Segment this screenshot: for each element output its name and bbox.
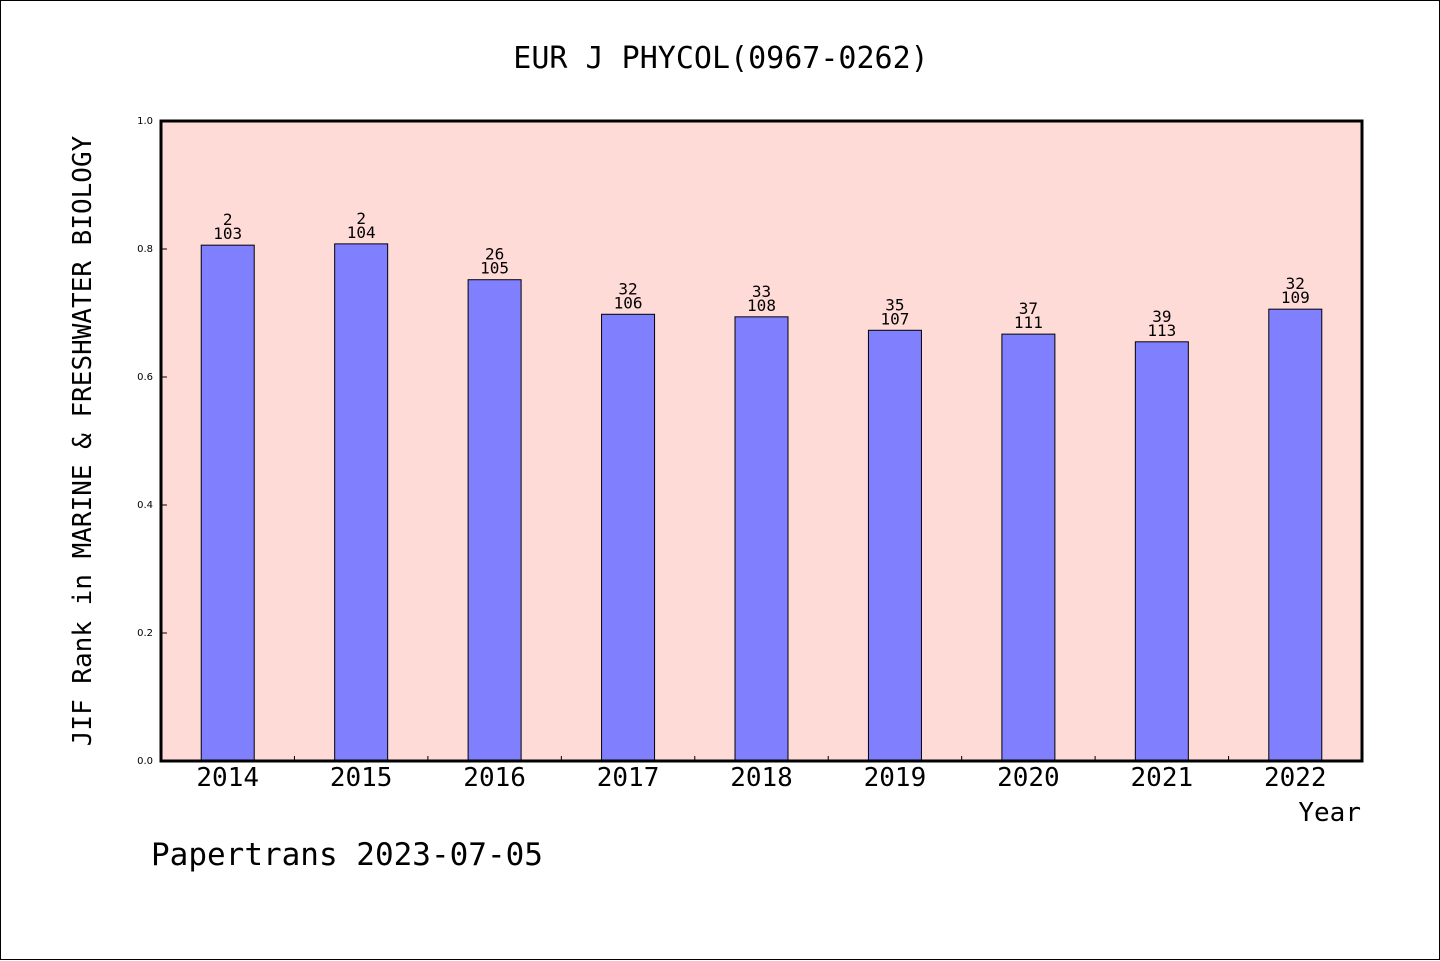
x-tick-label: 2014 — [196, 763, 259, 793]
y-tick-label: 0.6 — [137, 372, 153, 383]
bar-total-label: 113 — [1147, 321, 1176, 340]
y-tick-label: 0.8 — [137, 244, 153, 255]
bar-total-label: 107 — [880, 309, 909, 328]
y-axis-label: JIF Rank in MARINE & FRESHWATER BIOLOGY — [68, 135, 98, 746]
bar-2017 — [601, 313, 656, 762]
bar-rank-label: 35 — [885, 295, 904, 314]
bar-2015 — [334, 243, 389, 762]
bars-group — [200, 243, 1323, 762]
bar-total-label: 104 — [347, 223, 376, 242]
bar-rank-label: 26 — [485, 245, 504, 264]
x-tick-label: 2018 — [730, 763, 793, 793]
y-tick-label: 1.0 — [137, 116, 153, 127]
bar-rank-label: 32 — [618, 279, 637, 298]
plot-border — [159, 119, 1364, 763]
footer-watermark: Papertrans 2023-07-05 — [151, 837, 543, 873]
x-tick-label: 2022 — [1264, 763, 1327, 793]
x-axis-label: Year — [1298, 798, 1361, 828]
x-tick-label: 2016 — [463, 763, 526, 793]
x-axis-ticks: 2014 2015 2016 2017 2018 2019 2020 2021 2022 — [196, 756, 1327, 793]
bar-rank-label: 37 — [1019, 299, 1038, 318]
bar-2018 — [734, 316, 789, 762]
bar-2021 — [1134, 341, 1189, 762]
bar-rank-label: 2 — [223, 210, 233, 229]
bar-total-label: 105 — [480, 259, 509, 278]
x-tick-label: 2015 — [330, 763, 393, 793]
x-tick-label: 2021 — [1131, 763, 1194, 793]
chart-title: EUR J PHYCOL(0967-0262) — [513, 41, 928, 76]
bar-rank-label: 32 — [1286, 274, 1305, 293]
bar-rank-label: 39 — [1152, 307, 1171, 326]
bar-2014 — [200, 244, 255, 762]
x-tick-label: 2017 — [597, 763, 660, 793]
bar-total-label: 111 — [1014, 313, 1043, 332]
bar-total-label: 106 — [614, 293, 643, 312]
x-tick-label: 2019 — [864, 763, 927, 793]
bar-total-label: 103 — [213, 224, 242, 243]
bar-rank-label: 2 — [356, 209, 366, 228]
bar-2022 — [1268, 308, 1323, 762]
bar-rank-label: 33 — [752, 282, 771, 301]
y-tick-label: 0.2 — [137, 628, 153, 639]
bar-2019 — [867, 329, 922, 762]
bar-2016 — [467, 279, 522, 762]
y-tick-label: 0.4 — [137, 500, 153, 511]
x-tick-label: 2020 — [997, 763, 1060, 793]
y-tick-label: 0.0 — [137, 756, 153, 767]
bar-total-label: 108 — [747, 296, 776, 315]
bar-2020 — [1001, 333, 1056, 762]
bar-total-label: 109 — [1281, 288, 1310, 307]
